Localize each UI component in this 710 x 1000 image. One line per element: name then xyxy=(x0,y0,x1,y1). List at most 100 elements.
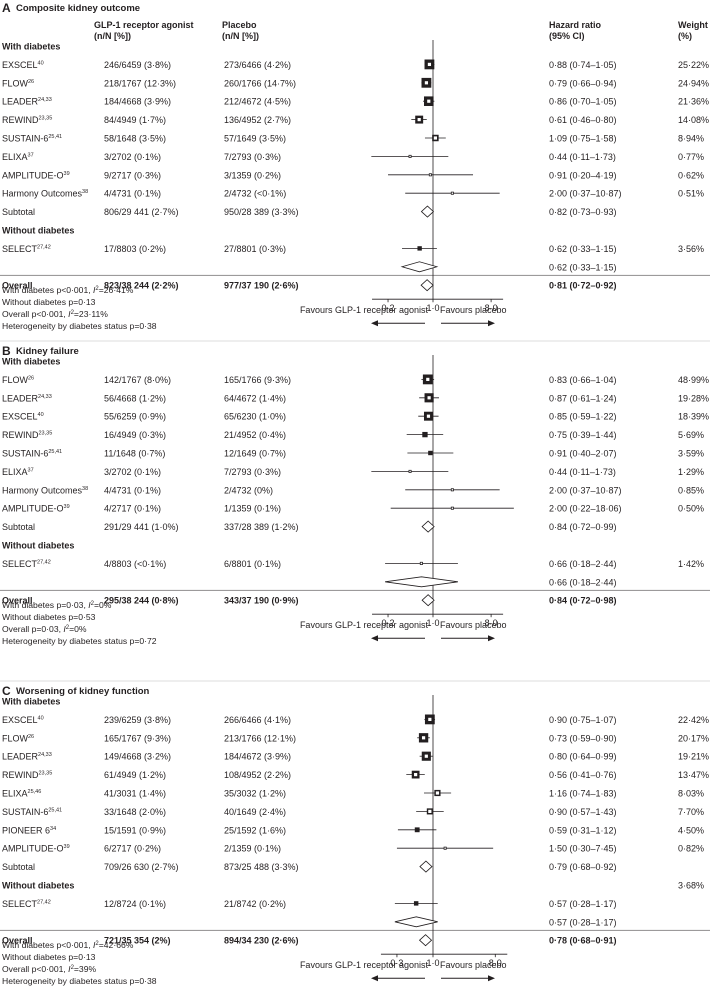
forest-row-study: Harmony Outcomes38 4/4731 (0·1%) 2/4732 (<… xyxy=(2,189,704,199)
heterogeneity-note: Without diabetes p=0·53 xyxy=(2,612,96,622)
forest-row-study: ELIXA37 3/2702 (0·1%) 7/2793 (0·3%) 0·44 (0… xyxy=(2,152,704,162)
panel-letter: B xyxy=(2,344,11,358)
weight-value: 14·08% xyxy=(678,115,709,125)
arrow-head-left xyxy=(371,975,378,982)
hr-ci-text: 0·73 (0·59–0·90) xyxy=(549,733,617,743)
heterogeneity-note: Overall p<0·001, I2=39% xyxy=(2,964,96,974)
heterogeneity-note: Without diabetes p=0·13 xyxy=(2,952,96,962)
hr-ci-text: 0·90 (0·57–1·43) xyxy=(549,807,617,817)
forest-row-study: ELIXA37 3/2702 (0·1%) 7/2793 (0·3%) 0·44 (0… xyxy=(2,467,704,477)
forest-row-group: With diabetes xyxy=(2,42,60,52)
weight-value: 1·42% xyxy=(678,559,704,569)
placebo-events: 65/6230 (1·0%) xyxy=(224,412,286,422)
forest-row-overall: Overall 721/35 354 (2%) 894/34 230 (2·6%) 0… xyxy=(0,929,710,947)
placebo-events: 273/6466 (4·2%) xyxy=(224,60,291,70)
weight-value: 3·68% xyxy=(678,881,704,891)
study-label: REWIND23,35 xyxy=(2,770,52,780)
hr-square-marker xyxy=(414,827,420,833)
study-label: FLOW26 xyxy=(2,733,34,743)
hr-square-marker xyxy=(450,191,454,195)
agonist-events: 291/29 441 (1·0%) xyxy=(104,522,179,532)
agonist-events: 33/1648 (2·0%) xyxy=(104,807,166,817)
study-label: REWIND23,35 xyxy=(2,430,52,440)
col-agonist-header: (n/N [%]) xyxy=(94,31,131,41)
hr-ci-text: 0·79 (0·66–0·94) xyxy=(549,78,617,88)
forest-row-study: SUSTAIN-625,41 33/1648 (2·0%) 40/1649 (2·4… xyxy=(2,807,704,817)
forest-row-study: EXSCEL40 246/6459 (3·8%) 273/6466 (4·2%) 0·… xyxy=(2,59,709,70)
heterogeneity-note: With diabetes p<0·001, I2=42·66% xyxy=(2,940,134,950)
placebo-events: 266/6466 (4·1%) xyxy=(224,715,291,725)
weight-value: 4·50% xyxy=(678,825,704,835)
hr-ci-text: 0·82 (0·73–0·93) xyxy=(549,207,617,217)
hr-ci-text: 0·84 (0·72–0·98) xyxy=(549,596,617,606)
hr-ci-text: 2·00 (0·22–18·06) xyxy=(549,504,622,514)
forest-row-study: Harmony Outcomes38 4/4731 (0·1%) 2/4732 (0… xyxy=(2,485,704,495)
agonist-events: 15/1591 (0·9%) xyxy=(104,825,166,835)
weight-value: 0·77% xyxy=(678,152,704,162)
hr-ci-text: 0·84 (0·72–0·99) xyxy=(549,522,617,532)
study-label: AMPLITUDE-O39 xyxy=(2,844,70,854)
agonist-events: 6/2717 (0·2%) xyxy=(104,844,161,854)
col-hr-header: (95% CI) xyxy=(549,31,585,41)
agonist-events: 149/4668 (3·2%) xyxy=(104,752,171,762)
col-agonist-header: GLP-1 receptor agonist xyxy=(94,20,194,30)
hr-ci-text: 0·86 (0·70–1·05) xyxy=(549,97,617,107)
panel-letter: C xyxy=(2,684,11,698)
study-label: LEADER24,33 xyxy=(2,752,52,762)
panel-title: Kidney failure xyxy=(16,346,79,357)
arrow-head-right xyxy=(488,635,495,642)
hr-square-marker xyxy=(443,846,447,850)
summary-label: Subtotal xyxy=(2,207,35,217)
hr-point xyxy=(424,754,428,758)
arrow-head-right xyxy=(488,320,495,327)
pooled-diamond xyxy=(421,520,435,533)
hr-square-marker xyxy=(450,506,454,510)
agonist-events: 3/2702 (0·1%) xyxy=(104,467,161,477)
study-label: REWIND23,35 xyxy=(2,115,52,125)
heterogeneity-note: Overall p=0·03, I2=0% xyxy=(2,624,87,634)
study-label: SELECT27,42 xyxy=(2,559,51,569)
favours-left-label: Favours GLP-1 receptor agonist xyxy=(300,960,429,970)
panel-a: A Composite kidney outcome GLP-1 receptor … xyxy=(0,1,710,331)
placebo-events: 108/4952 (2·2%) xyxy=(224,770,291,780)
weight-value: 3·56% xyxy=(678,244,704,254)
hr-square-marker xyxy=(408,469,412,473)
agonist-events: 41/3031 (1·4%) xyxy=(104,789,166,799)
hr-ci-text: 0·88 (0·74–1·05) xyxy=(549,60,617,70)
weight-value: 0·51% xyxy=(678,189,704,199)
placebo-events: 6/8801 (0·1%) xyxy=(224,559,281,569)
placebo-events: 184/4672 (3·9%) xyxy=(224,752,291,762)
pooled-diamond xyxy=(418,934,433,947)
forest-row-subtotal: Subtotal 709/26 630 (2·7%) 873/25 488 (3·3… xyxy=(2,860,617,873)
placebo-events: 2/1359 (0·1%) xyxy=(224,844,281,854)
summary-label: Overall xyxy=(2,596,33,606)
study-label: AMPLITUDE-O39 xyxy=(2,170,70,180)
placebo-events: 873/25 488 (3·3%) xyxy=(224,862,299,872)
hr-point xyxy=(424,81,429,85)
study-label: ELIXA25,46 xyxy=(2,789,41,799)
study-label: SUSTAIN-625,41 xyxy=(2,449,62,459)
agonist-events: 4/4731 (0·1%) xyxy=(104,189,161,199)
placebo-events: 950/28 389 (3·3%) xyxy=(224,207,299,217)
panel-letter: A xyxy=(2,1,11,15)
x-tick-label: 1·0 xyxy=(426,303,439,313)
hr-ci-text: 0·91 (0·20–4·19) xyxy=(549,170,617,180)
forest-row-overall: Overall 823/38 244 (2·2%) 977/37 190 (2·6%… xyxy=(0,274,710,292)
placebo-events: 213/1766 (12·1%) xyxy=(224,733,296,743)
forest-row-study: PIONEER 634 15/1591 (0·9%) 25/1592 (1·6%) 0… xyxy=(2,825,704,835)
study-label: ELIXA37 xyxy=(2,467,34,477)
agonist-events: 142/1767 (8·0%) xyxy=(104,375,171,385)
forest-row-study: AMPLITUDE-O39 6/2717 (0·2%) 2/1359 (0·1%) 1… xyxy=(2,844,704,854)
hr-square-marker xyxy=(417,246,422,251)
forest-row-study: LEADER24,33 184/4668 (3·9%) 212/4672 (4·5%… xyxy=(2,96,709,107)
forest-row-study: SUSTAIN-625,41 11/1648 (0·7%) 12/1649 (0·7… xyxy=(2,449,704,459)
favours-right-label: Favours placebo xyxy=(440,620,507,630)
placebo-events: 27/8801 (0·3%) xyxy=(224,244,286,254)
agonist-events: 239/6259 (3·8%) xyxy=(104,715,171,725)
forest-row-study: SELECT27,42 4/8803 (<0·1%) 6/8801 (0·1%) 0·… xyxy=(2,559,704,569)
agonist-events: 61/4949 (1·2%) xyxy=(104,770,166,780)
placebo-events: 57/1649 (3·5%) xyxy=(224,134,286,144)
placebo-events: 260/1766 (14·7%) xyxy=(224,78,296,88)
hr-square-marker xyxy=(422,431,428,438)
